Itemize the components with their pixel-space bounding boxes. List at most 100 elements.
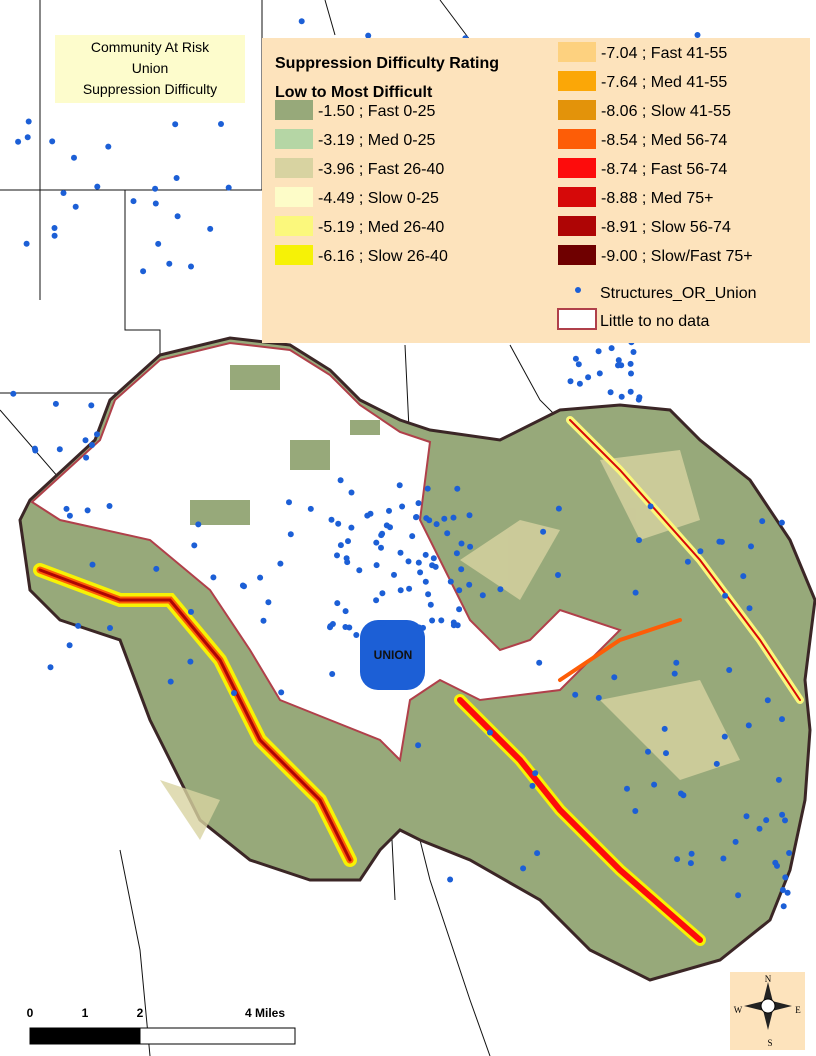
structure-dot (450, 622, 457, 629)
structure-dot (152, 200, 159, 207)
compass-n: N (765, 974, 772, 984)
legend-label: -7.64 ; Med 41-55 (601, 74, 727, 91)
structure-dot (596, 370, 603, 377)
structure-dot (467, 543, 474, 550)
legend-label: -1.50 ; Fast 0-25 (318, 103, 435, 120)
structure-dot (379, 590, 386, 597)
structure-dot (391, 571, 397, 578)
structure-dot (166, 260, 173, 267)
structure-dot (107, 625, 113, 631)
structure-dot (287, 531, 294, 538)
structure-dot (684, 558, 691, 565)
structure-dot (239, 582, 246, 589)
structure-dot (778, 519, 785, 526)
structure-dot (373, 562, 380, 569)
structure-dot (278, 689, 285, 696)
structure-dot (427, 601, 434, 608)
legend-swatch (275, 216, 313, 236)
structure-dot (167, 678, 174, 685)
structure-dot (520, 865, 527, 872)
legend-no-data-label: Little to no data (600, 313, 710, 330)
structure-dot (456, 606, 463, 613)
legend-swatch (275, 245, 313, 265)
structure-dot (745, 722, 752, 729)
structure-dot (174, 213, 181, 220)
structure-dot (743, 813, 750, 820)
structure-dot (415, 742, 422, 749)
structure-dot (10, 390, 17, 397)
structure-dot (567, 378, 574, 385)
structure-dot (75, 622, 82, 629)
structure-dot (456, 587, 463, 594)
structure-dot (23, 240, 30, 247)
structure-dot (779, 887, 786, 893)
structure-dot (51, 232, 58, 239)
structure-dot (450, 514, 457, 521)
structure-dot (536, 659, 543, 666)
structure-dot (173, 175, 180, 181)
structure-dot (756, 825, 763, 832)
structure-dot (66, 642, 73, 649)
structure-dot (454, 485, 461, 492)
structure-dot (576, 380, 583, 387)
structure-dot (632, 589, 639, 596)
structure-dot (329, 671, 336, 677)
structure-dot (678, 790, 684, 797)
structure-dot (84, 507, 91, 514)
green-patches (190, 365, 380, 525)
structure-dot (673, 659, 680, 666)
scale-label: 1 (82, 1006, 89, 1020)
structure-dot (337, 542, 344, 549)
structure-dot (447, 578, 454, 585)
structure-dot (334, 552, 340, 559)
title-line: Union (132, 60, 169, 76)
structure-dot (210, 574, 217, 581)
structure-dot (105, 143, 112, 150)
structure-dot (630, 349, 637, 355)
structure-dot (32, 447, 39, 454)
structure-dot (645, 748, 651, 755)
structure-dot (540, 528, 547, 535)
structure-dot (415, 500, 422, 507)
structure-dot (779, 811, 786, 818)
structure-dot (782, 874, 789, 881)
structure-dot (298, 18, 305, 25)
structure-dot (688, 850, 695, 857)
structure-dot (334, 600, 341, 607)
legend-label: -4.49 ; Slow 0-25 (318, 190, 439, 207)
structure-dot (89, 561, 96, 568)
structure-dot (416, 624, 423, 631)
structure-dot (265, 599, 272, 606)
structure-dot (386, 507, 392, 514)
legend-swatch (275, 129, 313, 149)
structure-dot (458, 566, 465, 573)
structure-dot (66, 512, 73, 519)
structure-dot (60, 190, 67, 196)
structure-dot (497, 586, 504, 593)
structure-dot (89, 442, 95, 448)
structure-dot (466, 512, 473, 519)
structure-dot (373, 539, 380, 546)
structure-dot (335, 520, 342, 527)
structure-dot (651, 781, 658, 788)
structure-dot (720, 855, 727, 862)
structure-dot (405, 558, 412, 565)
structure-dot (422, 551, 429, 558)
structure-dot (595, 348, 602, 355)
structure-dot (231, 690, 237, 696)
structure-dot (348, 489, 355, 496)
structure-dot (260, 617, 267, 624)
structure-dot (425, 591, 432, 598)
structure-dot (555, 572, 561, 578)
legend-swatch (558, 71, 596, 91)
structure-dot (51, 225, 58, 231)
structure-dot (721, 733, 728, 740)
structure-dot (433, 521, 440, 528)
structure-dot (353, 632, 360, 638)
title-line: Suppression Difficulty (83, 81, 217, 97)
structure-dot (746, 605, 753, 612)
structure-dot (763, 817, 770, 824)
legend-items: -1.50 ; Fast 0-25 -3.19 ; Med 0-25 -3.96 ;… (275, 42, 753, 265)
structure-dot (618, 393, 625, 400)
